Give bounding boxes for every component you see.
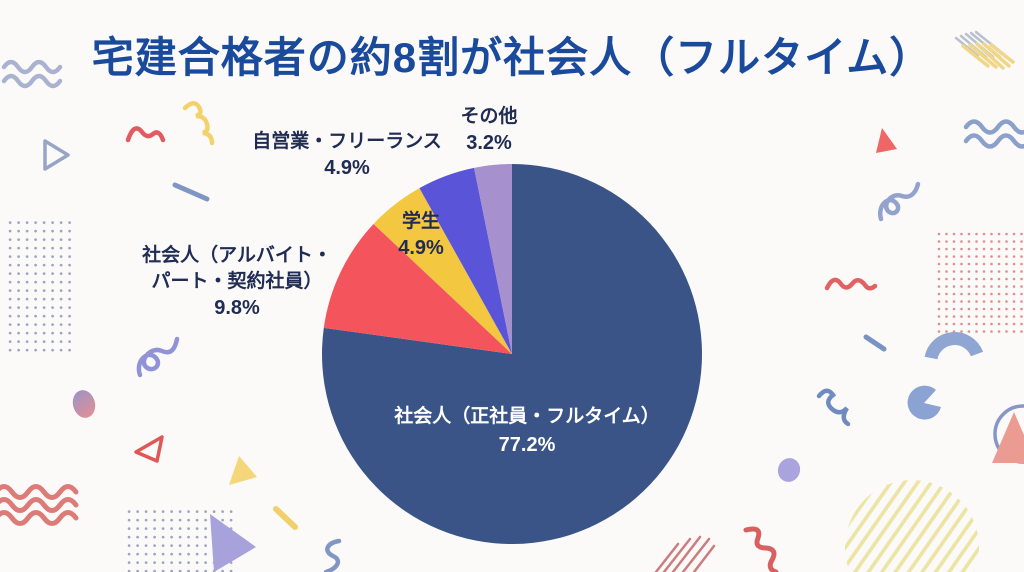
red-hatch-lines-icon-bottom xyxy=(654,535,716,572)
callout-fulltime: 社会人（正社員・フルタイム） 77.2% xyxy=(394,402,660,460)
pie-slice-4 xyxy=(474,164,512,354)
callout-parttime-label-line2: パート・契約社員） xyxy=(151,271,323,292)
red-squiggle-icon-upper-left xyxy=(125,126,166,143)
pie-slice-1 xyxy=(323,223,512,354)
wave-decoration-right xyxy=(963,119,1024,149)
dots-grid-left xyxy=(3,221,76,352)
yellow-triangle-icon-bottom xyxy=(229,456,257,485)
blue-diagonal-line-icon-left xyxy=(172,182,210,202)
red-vertical-squiggle-icon-bottom xyxy=(743,526,779,572)
blue-arc-icon-right xyxy=(924,332,984,360)
callout-parttime-label-line1: 社会人（アルバイト・ xyxy=(142,245,332,266)
pie-slice-2 xyxy=(373,188,512,354)
callout-fulltime-label: 社会人（正社員・フルタイム） xyxy=(394,406,660,427)
pink-blob-icon-left xyxy=(72,390,96,418)
callout-other-label: その他 xyxy=(460,106,518,127)
blue-pacman-icon-right xyxy=(907,385,941,420)
hatched-triangle-icon-top-right xyxy=(954,30,1015,70)
striped-circle-decoration-bottom-right xyxy=(845,480,979,572)
callout-student-label: 学生 xyxy=(401,211,440,232)
callout-parttime-percent: 9.8% xyxy=(214,297,260,319)
callout-student: 学生 4.9% xyxy=(398,209,444,262)
blue-dash-icon-right xyxy=(863,334,887,352)
callout-freelance: 自営業・フリーランス 4.9% xyxy=(252,129,442,182)
triangle-outline-icon-left xyxy=(43,139,70,171)
wave-decoration-top-left xyxy=(1,59,63,89)
red-wave-decoration-bottom-left xyxy=(0,484,79,526)
callout-other: その他 3.2% xyxy=(460,104,517,157)
pie-slice-3 xyxy=(419,167,512,354)
callout-freelance-percent: 4.9% xyxy=(324,157,370,179)
red-wave-icon-right xyxy=(824,277,878,291)
salmon-triangle-icon-right-edge xyxy=(992,412,1024,463)
red-triangle-outline-icon-left xyxy=(134,435,164,463)
blue-zigzag-icon-right xyxy=(816,388,851,427)
pie-slice-0 xyxy=(321,164,702,545)
purple-blob-icon-bottom-right xyxy=(777,458,801,482)
purple-loop-squiggle-icon-left xyxy=(136,336,180,378)
blue-loop-squiggle-icon-right xyxy=(877,181,921,222)
red-triangle-icon-right xyxy=(876,128,897,153)
pie-chart xyxy=(321,164,702,545)
page-title: 宅建合格者の約8割が社会人（フルタイム） xyxy=(91,34,933,81)
yellow-squiggle-icon-top xyxy=(182,101,215,146)
purple-triangle-icon-bottom xyxy=(210,514,256,572)
callout-parttime: 社会人（アルバイト・ パート・契約社員） 9.8% xyxy=(142,243,332,322)
dots-grid-right xyxy=(937,229,1024,333)
callout-freelance-label: 自営業・フリーランス xyxy=(252,131,442,152)
callout-other-percent: 3.2% xyxy=(466,132,512,154)
callout-fulltime-percent: 77.2% xyxy=(498,434,556,456)
blue-s-squiggle-icon-bottom xyxy=(323,538,342,572)
callout-student-percent: 4.9% xyxy=(398,237,444,259)
yellow-dash-icon-bottom xyxy=(273,506,298,530)
